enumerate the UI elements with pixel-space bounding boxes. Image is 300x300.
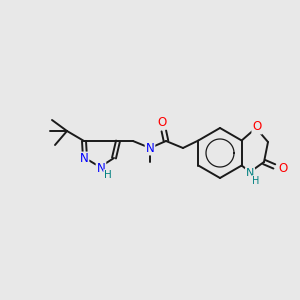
- Text: H: H: [252, 176, 260, 186]
- Text: O: O: [158, 116, 166, 128]
- Text: H: H: [104, 170, 112, 180]
- Text: O: O: [252, 121, 262, 134]
- Text: N: N: [146, 142, 154, 154]
- Text: N: N: [246, 168, 254, 178]
- Text: O: O: [278, 161, 288, 175]
- Text: N: N: [97, 163, 105, 176]
- Text: N: N: [80, 152, 88, 166]
